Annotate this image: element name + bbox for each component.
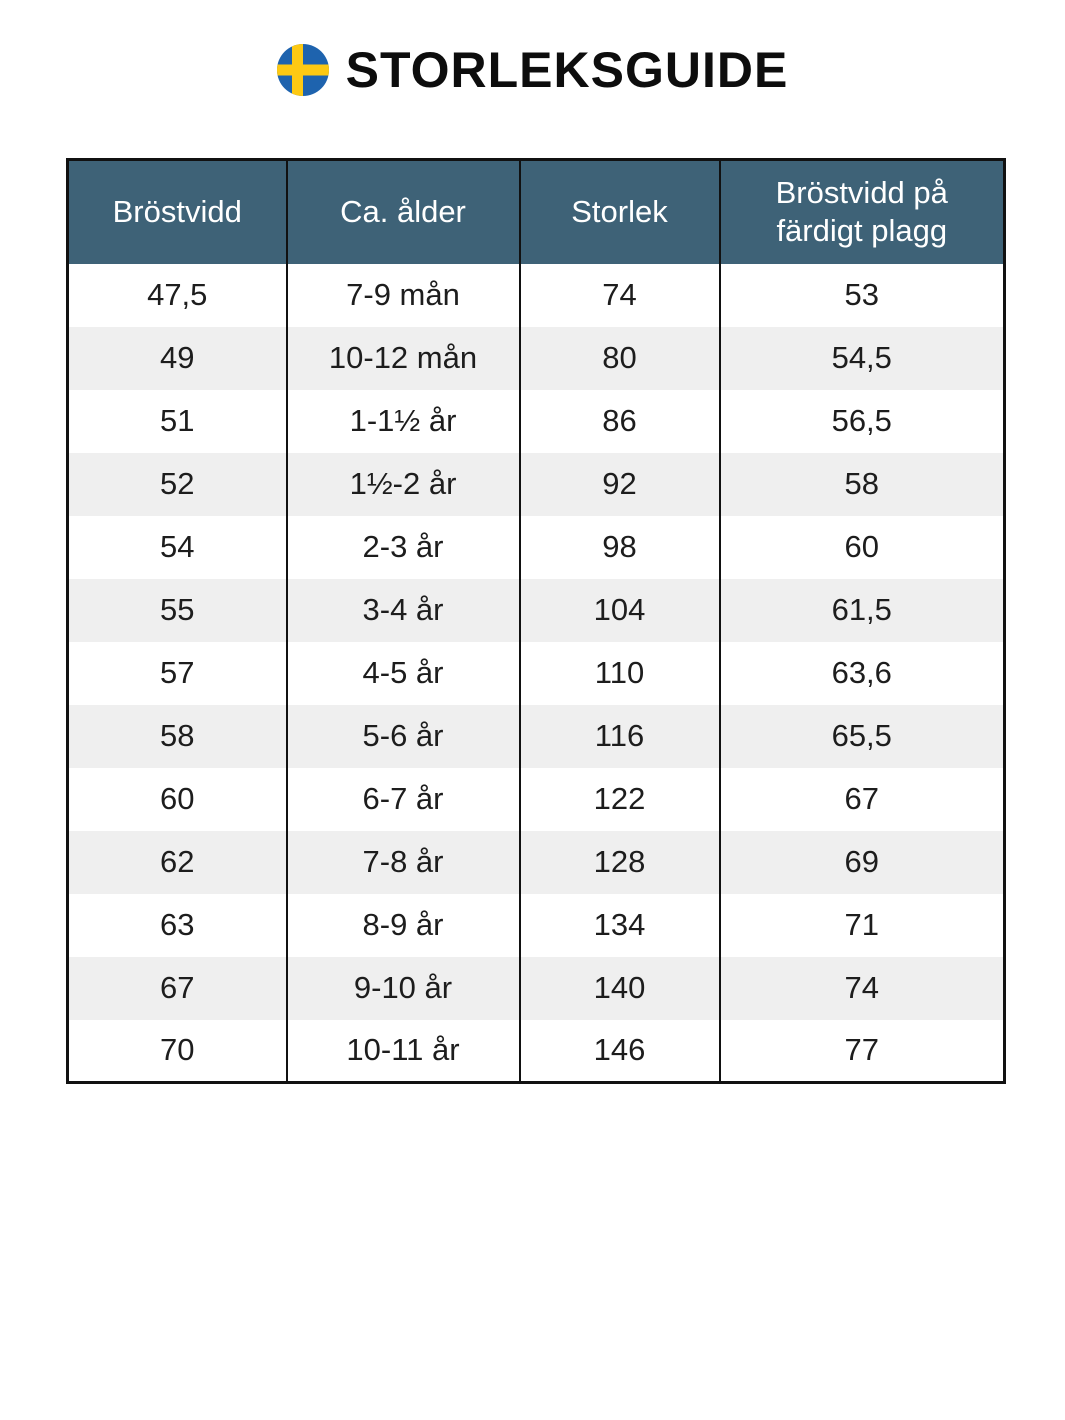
table-cell: 146 xyxy=(518,1019,720,1083)
table-row: 47,5 7-9 mån 74 53 xyxy=(67,263,1005,327)
size-guide-table: Bröstvidd Ca. ålder Storlek Bröstvidd på fä… xyxy=(66,158,1006,1084)
table-cell: 3-4 år xyxy=(285,578,520,642)
table-row: 70 10-11 år 146 77 xyxy=(67,1019,1005,1083)
table-cell: 1½-2 år xyxy=(285,452,520,516)
table-cell: 134 xyxy=(518,893,720,957)
table-row: 67 9-10 år 140 74 xyxy=(67,956,1005,1020)
table-cell: 10-11 år xyxy=(285,1019,520,1083)
table-cell: 54,5 xyxy=(718,326,1005,390)
column-header: Ca. ålder xyxy=(285,159,520,264)
column-header: Storlek xyxy=(518,159,720,264)
table-cell: 70 xyxy=(67,1019,287,1083)
table-row: 54 2-3 år 98 60 xyxy=(67,515,1005,579)
table-row: 52 1½-2 år 92 58 xyxy=(67,452,1005,516)
swedish-flag-icon xyxy=(276,44,329,96)
table-row: 58 5-6 år 116 65,5 xyxy=(67,704,1005,768)
table-cell: 63 xyxy=(67,893,287,957)
table-cell: 69 xyxy=(718,830,1005,894)
table-cell: 2-3 år xyxy=(285,515,520,579)
table-cell: 67 xyxy=(67,956,287,1020)
table-cell: 80 xyxy=(518,326,720,390)
table-cell: 110 xyxy=(518,641,720,705)
table-cell: 5-6 år xyxy=(285,704,520,768)
table-cell: 52 xyxy=(67,452,287,516)
header-row: Bröstvidd Ca. ålder Storlek Bröstvidd på fä… xyxy=(67,159,1005,264)
table-cell: 60 xyxy=(718,515,1005,579)
table-cell: 122 xyxy=(518,767,720,831)
table-cell: 65,5 xyxy=(718,704,1005,768)
column-header: Bröstvidd på färdigt plagg xyxy=(718,159,1005,264)
table-cell: 74 xyxy=(518,263,720,327)
table-row: 49 10-12 mån 80 54,5 xyxy=(67,326,1005,390)
table-cell: 56,5 xyxy=(718,389,1005,453)
table-cell: 104 xyxy=(518,578,720,642)
table-cell: 98 xyxy=(518,515,720,579)
column-header: Bröstvidd xyxy=(67,159,287,264)
table-cell: 63,6 xyxy=(718,641,1005,705)
table-cell: 4-5 år xyxy=(285,641,520,705)
table-cell: 55 xyxy=(67,578,287,642)
table-cell: 49 xyxy=(67,326,287,390)
table-cell: 67 xyxy=(718,767,1005,831)
table-header: Bröstvidd Ca. ålder Storlek Bröstvidd på fä… xyxy=(67,159,1005,264)
table-body: 47,5 7-9 mån 74 53 49 10-12 mån 80 54,5 51 1-1½ å… xyxy=(67,263,1005,1083)
table-cell: 54 xyxy=(67,515,287,579)
table-cell: 74 xyxy=(718,956,1005,1020)
table-cell: 140 xyxy=(518,956,720,1020)
table-cell: 92 xyxy=(518,452,720,516)
table-cell: 53 xyxy=(718,263,1005,327)
table-cell: 51 xyxy=(67,389,287,453)
table-row: 55 3-4 år 104 61,5 xyxy=(67,578,1005,642)
table-cell: 47,5 xyxy=(67,263,287,327)
table-cell: 71 xyxy=(718,893,1005,957)
table-row: 60 6-7 år 122 67 xyxy=(67,767,1005,831)
table-cell: 116 xyxy=(518,704,720,768)
table-cell: 7-8 år xyxy=(285,830,520,894)
page-title: STORLEKSGUIDE xyxy=(345,42,789,98)
table-cell: 61,5 xyxy=(718,578,1005,642)
table-row: 63 8-9 år 134 71 xyxy=(67,893,1005,957)
table-row: 51 1-1½ år 86 56,5 xyxy=(67,389,1005,453)
page-header: STORLEKSGUIDE xyxy=(0,42,1065,98)
table-cell: 86 xyxy=(518,389,720,453)
table-cell: 1-1½ år xyxy=(285,389,520,453)
table-cell: 128 xyxy=(518,830,720,894)
table-cell: 60 xyxy=(67,767,287,831)
table-cell: 58 xyxy=(67,704,287,768)
table-cell: 62 xyxy=(67,830,287,894)
table-cell: 9-10 år xyxy=(285,956,520,1020)
table-cell: 58 xyxy=(718,452,1005,516)
table-row: 57 4-5 år 110 63,6 xyxy=(67,641,1005,705)
table-cell: 77 xyxy=(718,1019,1005,1083)
table-cell: 10-12 mån xyxy=(285,326,520,390)
table-cell: 6-7 år xyxy=(285,767,520,831)
table-cell: 57 xyxy=(67,641,287,705)
table-cell: 7-9 mån xyxy=(285,263,520,327)
table-row: 62 7-8 år 128 69 xyxy=(67,830,1005,894)
table-cell: 8-9 år xyxy=(285,893,520,957)
